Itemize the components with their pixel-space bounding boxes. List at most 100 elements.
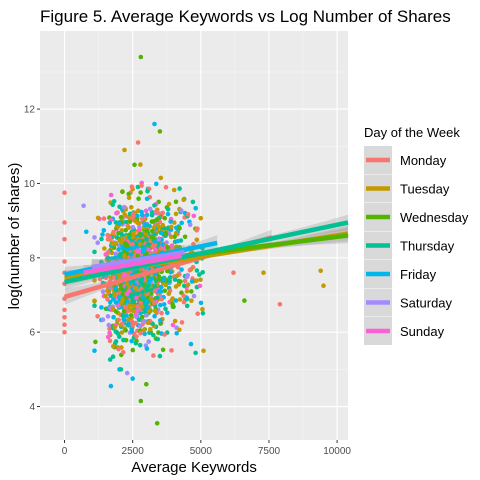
data-point bbox=[160, 347, 166, 353]
data-point bbox=[166, 291, 172, 297]
data-point bbox=[108, 383, 114, 389]
data-point bbox=[154, 217, 160, 222]
data-point bbox=[155, 336, 160, 342]
data-point bbox=[123, 328, 128, 333]
data-point bbox=[121, 204, 127, 210]
data-point bbox=[231, 270, 236, 276]
data-point bbox=[185, 282, 191, 288]
data-point bbox=[122, 253, 127, 259]
data-point bbox=[92, 235, 97, 240]
data-point bbox=[172, 277, 178, 282]
data-point bbox=[107, 326, 112, 332]
data-point bbox=[157, 129, 163, 134]
data-point bbox=[159, 310, 164, 316]
data-point bbox=[195, 311, 200, 317]
data-point bbox=[138, 330, 143, 336]
data-point bbox=[142, 331, 147, 337]
data-point bbox=[118, 282, 123, 288]
data-point bbox=[130, 347, 136, 353]
data-point bbox=[113, 251, 118, 257]
data-point bbox=[158, 175, 164, 181]
data-point bbox=[277, 302, 283, 307]
data-point bbox=[148, 327, 153, 332]
data-point bbox=[92, 348, 97, 354]
data-point bbox=[194, 278, 199, 283]
data-point bbox=[119, 228, 124, 233]
data-point bbox=[147, 206, 153, 212]
data-point bbox=[141, 328, 147, 333]
data-point bbox=[130, 234, 136, 240]
data-point bbox=[177, 327, 182, 333]
data-point bbox=[112, 324, 118, 330]
data-point bbox=[160, 210, 165, 216]
data-point bbox=[95, 240, 100, 245]
data-point bbox=[185, 212, 191, 217]
data-point bbox=[163, 306, 168, 312]
data-point bbox=[113, 240, 119, 246]
y-axis-ticks: 4 6 8 10 12 bbox=[24, 105, 40, 413]
data-point bbox=[122, 304, 128, 310]
data-point bbox=[162, 215, 168, 221]
data-point bbox=[261, 270, 266, 276]
data-point bbox=[197, 283, 203, 289]
data-point bbox=[138, 323, 143, 329]
data-point bbox=[136, 317, 142, 323]
legend-label: Saturday bbox=[400, 296, 453, 311]
data-point bbox=[189, 279, 195, 284]
data-point bbox=[120, 349, 126, 355]
data-point bbox=[184, 288, 190, 294]
data-point bbox=[62, 322, 67, 328]
data-point bbox=[122, 147, 127, 153]
data-point bbox=[145, 242, 151, 247]
data-point bbox=[178, 279, 183, 284]
data-point bbox=[125, 247, 131, 252]
data-point bbox=[191, 293, 197, 299]
data-point bbox=[100, 317, 106, 323]
data-point bbox=[92, 303, 97, 309]
data-point bbox=[162, 288, 168, 294]
data-point bbox=[156, 237, 161, 242]
data-point bbox=[194, 228, 199, 233]
data-point bbox=[140, 314, 145, 320]
data-point bbox=[130, 376, 135, 381]
data-point bbox=[173, 230, 179, 236]
data-point bbox=[137, 242, 143, 247]
data-point bbox=[135, 140, 141, 145]
data-point bbox=[171, 187, 177, 193]
data-point bbox=[124, 219, 129, 225]
data-point bbox=[163, 231, 169, 236]
data-point bbox=[165, 310, 170, 316]
data-point bbox=[118, 367, 124, 372]
data-point bbox=[170, 322, 176, 328]
data-point bbox=[182, 234, 188, 240]
data-point bbox=[103, 293, 108, 299]
data-point bbox=[318, 268, 324, 274]
data-point bbox=[166, 278, 172, 284]
data-point bbox=[151, 225, 157, 230]
data-point bbox=[198, 277, 203, 283]
data-point bbox=[128, 252, 134, 257]
data-point bbox=[165, 207, 171, 212]
data-point bbox=[160, 222, 166, 228]
data-point bbox=[138, 190, 143, 195]
data-point bbox=[135, 184, 141, 190]
data-point bbox=[138, 398, 144, 404]
data-point bbox=[179, 208, 184, 213]
data-point bbox=[189, 298, 194, 304]
data-point bbox=[140, 304, 145, 309]
data-point bbox=[160, 242, 165, 247]
data-point bbox=[95, 215, 101, 221]
x-tick-label: 10000 bbox=[323, 446, 351, 457]
data-point bbox=[110, 354, 116, 360]
data-point bbox=[116, 221, 122, 227]
data-point bbox=[112, 292, 117, 298]
data-point bbox=[182, 283, 187, 289]
data-point bbox=[119, 330, 125, 335]
data-point bbox=[142, 246, 148, 251]
trend-line bbox=[64, 220, 349, 285]
data-point bbox=[194, 237, 200, 243]
data-point bbox=[62, 329, 67, 335]
data-point bbox=[198, 300, 204, 306]
data-point bbox=[191, 213, 197, 219]
